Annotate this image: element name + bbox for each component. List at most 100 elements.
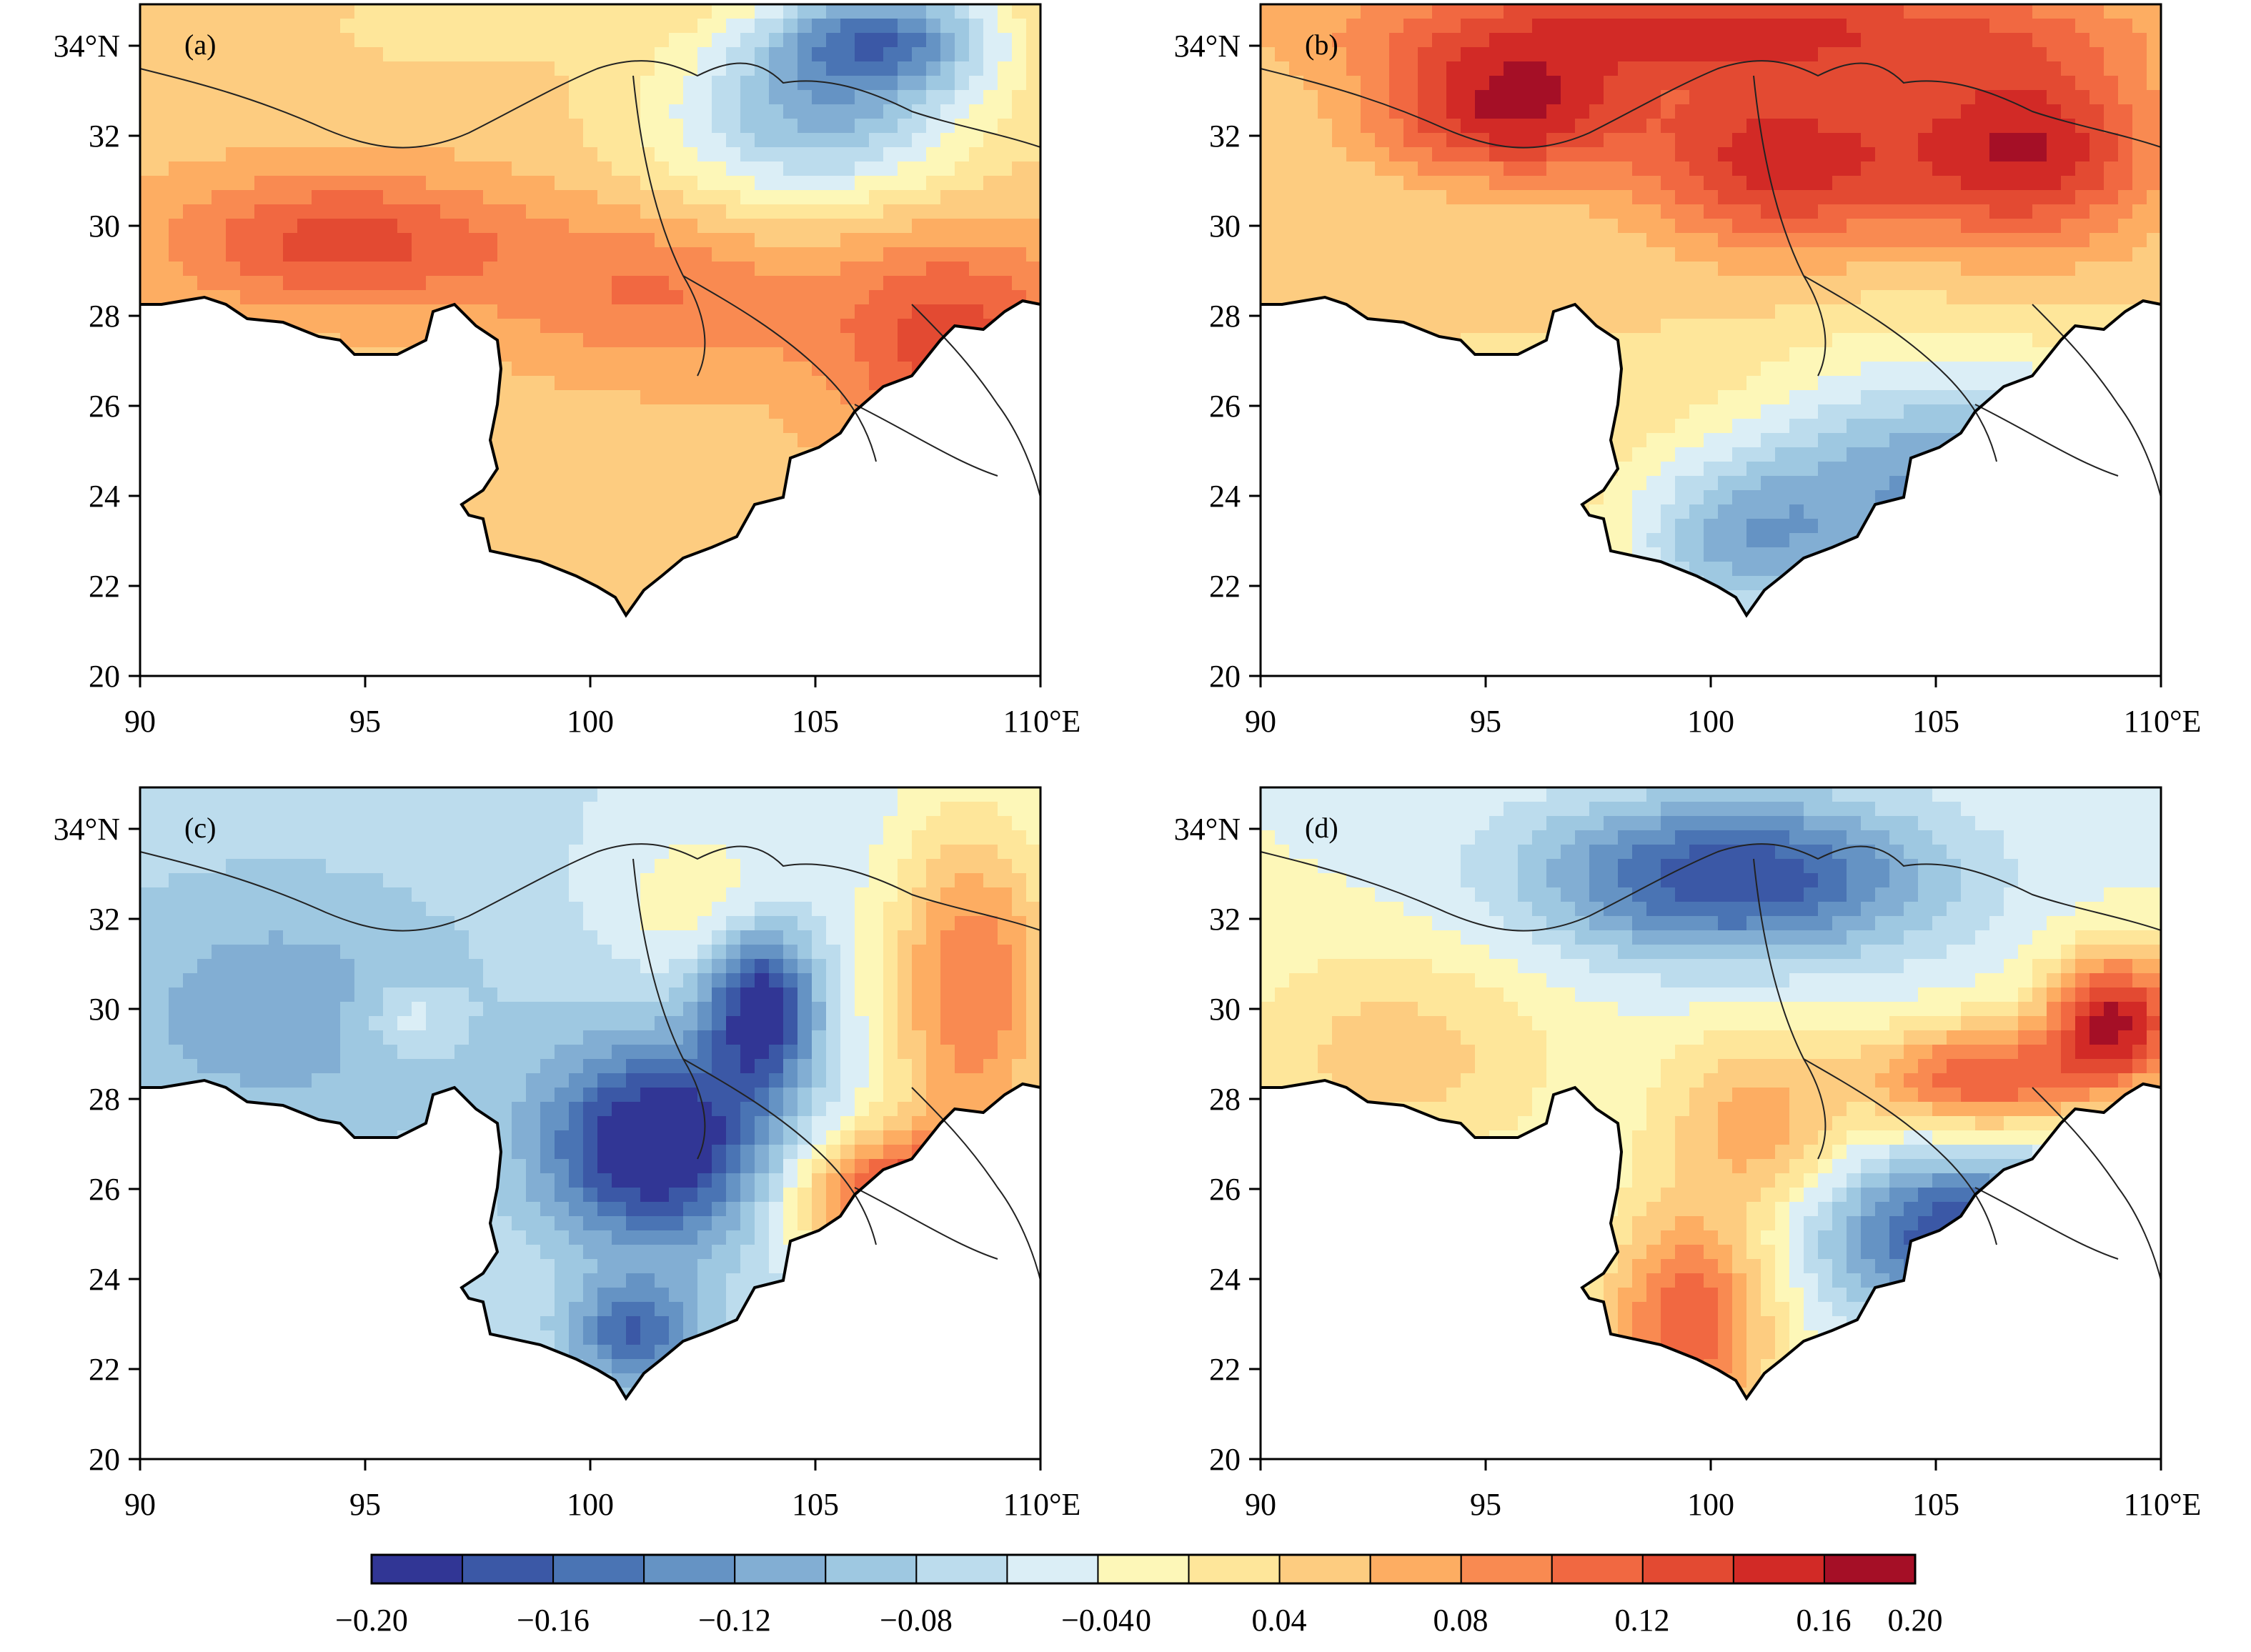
field-cell <box>726 304 741 319</box>
field-cell <box>1632 61 1647 76</box>
field-cell <box>2104 262 2119 277</box>
field-cell <box>1761 304 1776 319</box>
field-cell <box>526 290 541 305</box>
field-cell <box>1618 219 1633 234</box>
field-cell <box>640 262 655 277</box>
field-cell <box>1546 262 1561 277</box>
field-cell <box>1832 161 1847 176</box>
field-cell <box>1789 362 1804 377</box>
field-cell <box>640 390 655 405</box>
field-cell <box>769 4 784 19</box>
field-cell <box>883 247 898 262</box>
field-cell <box>969 204 984 219</box>
field-cell <box>669 33 684 48</box>
field-cell <box>1889 433 1904 448</box>
field-cell <box>1975 190 1990 205</box>
field-cell <box>669 90 684 105</box>
field-cell <box>1389 19 1404 34</box>
field-cell <box>526 119 541 134</box>
field-cell <box>1375 133 1390 148</box>
field-cell <box>855 204 870 219</box>
field-cell <box>1375 47 1390 62</box>
field-cell <box>1389 47 1404 62</box>
field-cell <box>912 176 927 191</box>
field-cell <box>712 19 727 34</box>
field-cell <box>354 247 369 262</box>
field-cell <box>1789 419 1804 434</box>
field-cell <box>2118 61 2133 76</box>
field-cell <box>626 576 641 591</box>
field-cell <box>1961 219 1976 234</box>
field-cell <box>1989 304 2004 319</box>
field-cell <box>1761 262 1776 277</box>
field-cell <box>812 61 827 76</box>
field-cell <box>1546 204 1561 219</box>
field-cell <box>2061 76 2076 91</box>
field-cell <box>2075 19 2090 34</box>
field-cell <box>926 219 941 234</box>
field-cell <box>1261 204 1276 219</box>
field-cell <box>254 104 269 119</box>
field-cell <box>512 276 527 291</box>
field-cell <box>540 504 555 519</box>
field-cell <box>926 161 941 176</box>
field-cell <box>697 119 712 134</box>
field-cell <box>740 161 755 176</box>
field-cell <box>1346 161 1361 176</box>
field-cell <box>326 247 341 262</box>
field-cell <box>1518 90 1533 105</box>
field-cell <box>769 233 784 248</box>
field-cell <box>583 47 598 62</box>
field-cell <box>240 76 255 91</box>
field-cell <box>497 219 512 234</box>
field-cell <box>826 90 841 105</box>
field-cell <box>1918 233 1933 248</box>
field-cell <box>855 319 870 334</box>
field-cell <box>1961 233 1976 248</box>
field-cell <box>369 4 384 19</box>
field-cell <box>612 533 627 548</box>
field-cell <box>2104 104 2119 119</box>
field-cell <box>512 533 527 548</box>
field-cell <box>1632 4 1647 19</box>
field-cell <box>969 47 984 62</box>
field-cell <box>797 319 813 334</box>
field-cell <box>326 133 341 148</box>
field-cell <box>983 90 998 105</box>
field-cell <box>269 133 284 148</box>
field-cell <box>497 47 512 62</box>
field-cell <box>1789 161 1804 176</box>
field-cell <box>1889 47 1904 62</box>
field-cell <box>1718 104 1733 119</box>
field-cell <box>898 233 913 248</box>
field-cell <box>955 304 970 319</box>
field-cell <box>297 304 312 319</box>
field-cell <box>226 19 241 34</box>
field-cell <box>969 276 984 291</box>
field-cell <box>169 161 184 176</box>
field-cell <box>797 47 813 62</box>
field-cell <box>326 204 341 219</box>
field-cell <box>612 419 627 434</box>
field-cell <box>2104 161 2119 176</box>
field-cell <box>1632 47 1647 62</box>
field-cell <box>1518 304 1533 319</box>
field-cell <box>683 290 698 305</box>
field-cell <box>169 176 184 191</box>
field-cell <box>1847 133 1862 148</box>
field-cell <box>655 176 670 191</box>
field-cell <box>626 490 641 505</box>
field-cell <box>540 276 555 291</box>
field-cell <box>2047 190 2062 205</box>
field-cell <box>1947 61 1962 76</box>
field-cell <box>1589 33 1604 48</box>
field-cell <box>1875 161 1890 176</box>
field-cell <box>383 290 398 305</box>
field-cell <box>1832 76 1847 91</box>
field-cell <box>569 104 584 119</box>
field-cell <box>1575 161 1590 176</box>
field-cell <box>612 247 627 262</box>
field-cell <box>154 204 169 219</box>
field-cell <box>412 104 427 119</box>
field-cell <box>1947 204 1962 219</box>
